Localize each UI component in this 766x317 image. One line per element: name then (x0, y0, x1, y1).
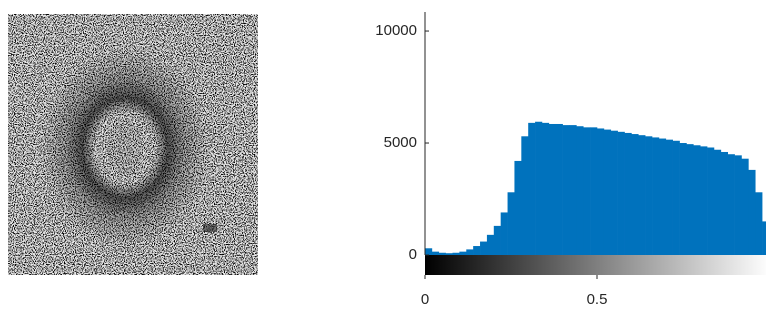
bar (535, 122, 542, 255)
colorbar (425, 255, 766, 275)
bar (508, 192, 515, 255)
bar (707, 147, 714, 255)
bar (549, 124, 556, 255)
bar (521, 136, 528, 255)
bar (741, 159, 748, 255)
bar (625, 133, 632, 255)
bar (453, 253, 460, 255)
bar (762, 221, 766, 255)
bar (618, 132, 625, 255)
bar (755, 192, 762, 255)
bar (659, 139, 666, 255)
bar (645, 136, 652, 255)
x-tick-label: 0.5 (587, 291, 608, 308)
bar (459, 252, 466, 255)
bar (700, 146, 707, 255)
bar (652, 137, 659, 255)
bar (680, 143, 687, 255)
bar (748, 170, 755, 255)
bar (631, 134, 638, 255)
bar (693, 145, 700, 255)
bar (542, 123, 549, 255)
y-tick-label: 5000 (384, 134, 417, 151)
y-tick-label: 10000 (375, 22, 417, 39)
bar (583, 127, 590, 255)
bar (439, 253, 446, 255)
bar (611, 131, 618, 255)
bar (728, 154, 735, 255)
bar (466, 249, 473, 255)
bar (569, 125, 576, 255)
bar (714, 150, 721, 255)
bar (473, 246, 480, 255)
bar (556, 124, 563, 255)
bar (576, 126, 583, 255)
bar (590, 127, 597, 255)
bar (735, 155, 742, 255)
bar (480, 242, 487, 255)
x-tick-label: 0 (421, 291, 429, 308)
bar (673, 141, 680, 255)
bar (597, 128, 604, 255)
figure: 0 5000 10000 0 0.5 (0, 0, 766, 317)
bar (487, 235, 494, 255)
bar (494, 226, 501, 255)
y-tick-label: 0 (409, 246, 417, 263)
bar (638, 135, 645, 255)
bar (425, 248, 432, 255)
bar (446, 253, 453, 255)
bar (528, 123, 535, 255)
bar (666, 140, 673, 255)
bar (432, 252, 439, 255)
noise-image (8, 14, 258, 275)
bar (686, 144, 693, 255)
bar (604, 130, 611, 255)
bar (721, 152, 728, 255)
page: 050001000000.5 (() => { const data = JSO… (0, 0, 766, 317)
bar (563, 125, 570, 255)
bar (501, 212, 508, 255)
bar (514, 161, 521, 255)
